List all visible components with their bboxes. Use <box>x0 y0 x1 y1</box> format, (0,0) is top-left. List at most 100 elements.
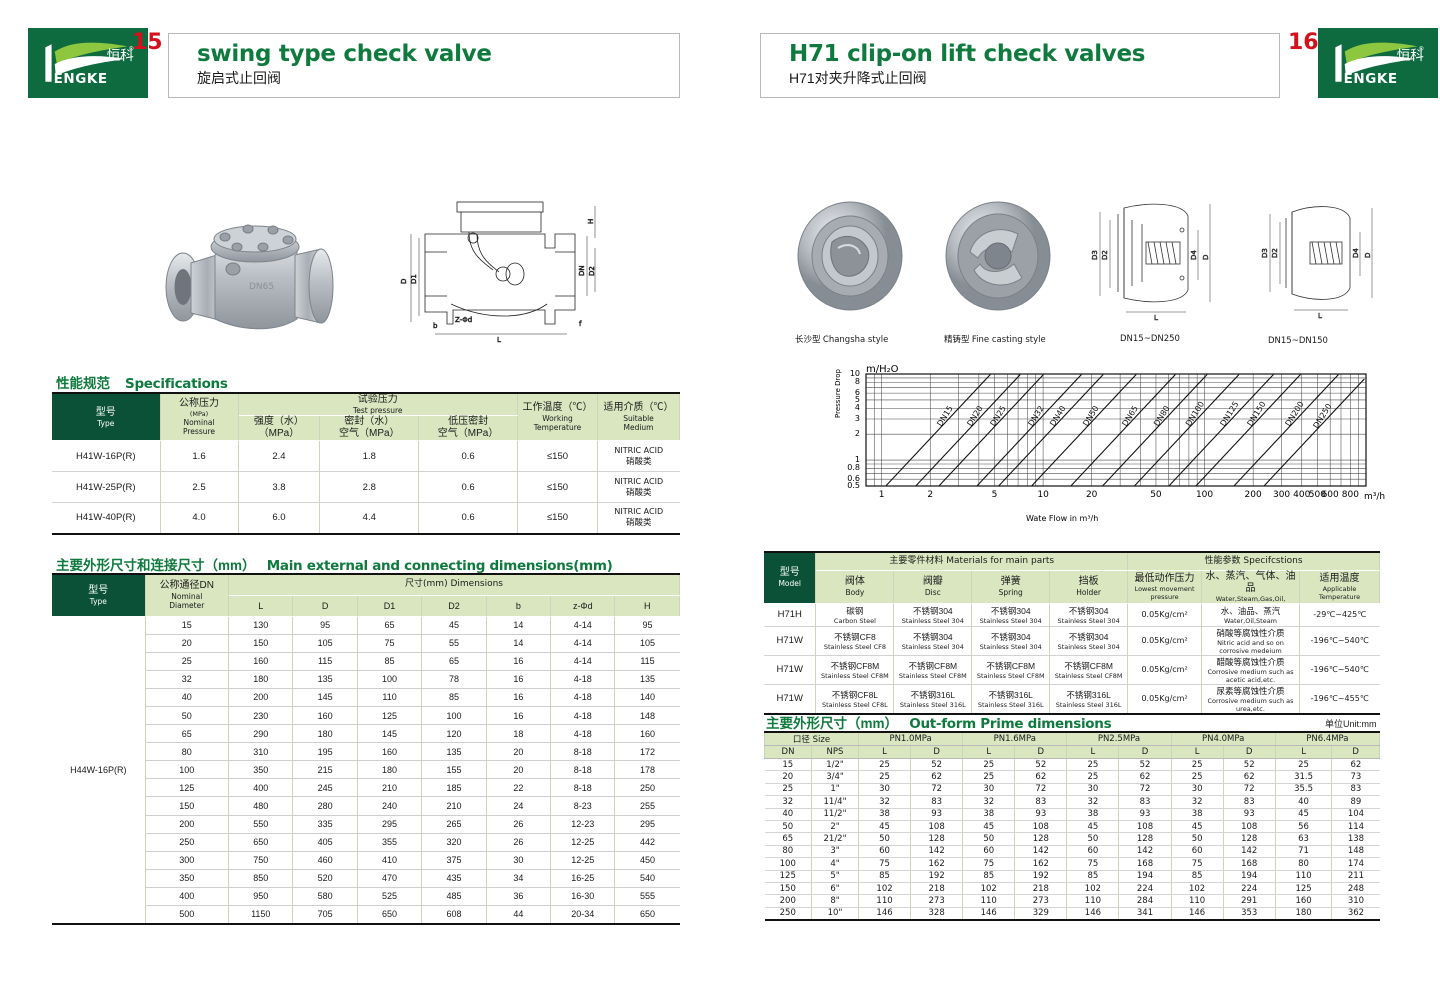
chart-x-tick: 10 <box>1037 490 1049 500</box>
cell-l-pn4: 35.5 <box>1274 783 1333 797</box>
cell-dn: 150 <box>144 796 230 816</box>
page-title-en-left: swing type check valve <box>197 41 492 67</box>
table-subheader-row: L D D1 D2 b z-Φd H <box>52 595 680 617</box>
col-suitable-medium: 适用介质（℃） Suitable Medium <box>597 393 680 441</box>
svg-text:b: b <box>433 322 438 330</box>
cell-b: 24 <box>485 796 552 816</box>
cell-d-pn0: 273 <box>910 894 964 908</box>
chart-y-tick: 1 <box>854 455 860 465</box>
svg-text:D2: D2 <box>588 266 596 276</box>
swing-check-valve-photo: DN65 <box>145 195 360 345</box>
col-l-pn2: L <box>1066 745 1120 759</box>
table-row: 200 550 335 295 265 26 12-23 295 <box>52 815 680 834</box>
col-l-pn4: L <box>1274 745 1333 759</box>
cell-d-pn1: 192 <box>1014 870 1068 883</box>
cell-l-pn4: 71 <box>1274 845 1333 859</box>
cell-d: 520 <box>292 869 358 888</box>
cell-l-pn1: 50 <box>962 832 1016 846</box>
col-working-temp: 工作温度（℃） Working Temperature <box>517 393 598 441</box>
cell-d: 95 <box>292 616 358 635</box>
cell-b: 20 <box>485 760 552 780</box>
cell-d-pn4: 62 <box>1331 757 1380 772</box>
caption-fine-casting: 精铸型 Fine casting style <box>944 334 1046 345</box>
cell-l-pn2: 32 <box>1066 795 1120 809</box>
cell-d: 145 <box>292 688 358 707</box>
cell-holder: 不锈钢304 Stainless Steel 304 <box>1049 626 1129 656</box>
cell-nps: 5" <box>811 870 859 883</box>
svg-text:D3: D3 <box>1261 248 1269 258</box>
cell-dn: 25 <box>764 783 812 797</box>
cell-d: 115 <box>292 652 358 671</box>
chart-x-tick: 400 <box>1293 490 1311 500</box>
col-seal: 密封（水） 空气（MPa） <box>319 415 420 441</box>
cell-d1: 210 <box>356 778 423 798</box>
cell-d: 160 <box>292 706 358 726</box>
cell-dn: 200 <box>764 894 812 908</box>
chart-x-tick: 500 <box>1308 490 1326 500</box>
col-materials-group: 主要零件材料 Materials for main parts <box>815 552 1129 571</box>
cell-zd: 12-23 <box>550 815 616 834</box>
svg-text:恒科: 恒科 <box>1397 48 1425 64</box>
cell-l: 310 <box>228 742 294 762</box>
cell-media: 水、油品、蒸汽 Water,Oil,Steam <box>1201 603 1300 627</box>
cell-d-pn1: 128 <box>1014 832 1068 846</box>
outform-title-cn: 主要外形尺寸（mm） <box>766 716 899 731</box>
page-number-right: 16 <box>1288 30 1319 55</box>
cell-l: 180 <box>228 670 294 689</box>
cell-dn: 40 <box>144 688 230 707</box>
cell-l-pn4: 125 <box>1274 882 1333 896</box>
cell-d-pn0: 93 <box>910 808 964 821</box>
cell-l-pn0: 146 <box>857 907 912 921</box>
cell-d1: 110 <box>356 688 423 707</box>
cell-lowest-pressure: 0.05Kg/cm² <box>1127 603 1203 627</box>
cell-l-pn2: 110 <box>1066 894 1120 908</box>
cell-b: 16 <box>485 670 552 689</box>
cell-l-pn3: 50 <box>1170 832 1224 846</box>
cell-d1: 145 <box>356 724 423 744</box>
svg-text:L: L <box>1318 312 1322 320</box>
cell-b: 22 <box>485 778 552 798</box>
svg-text:D3: D3 <box>1091 250 1099 260</box>
title-block-left: swing type check valve 旋启式止回阀 <box>168 33 680 98</box>
cell-d1: 410 <box>356 851 423 870</box>
col-d2: D2 <box>421 595 487 617</box>
table-row: 350 850 520 470 435 34 16-25 540 <box>52 869 680 888</box>
spec-title-en: Specifications <box>125 376 228 392</box>
cell-d2: 435 <box>421 869 487 888</box>
cell-d-pn4: 248 <box>1331 882 1380 896</box>
table-row: 250 10" 146 328 146 329 146 341 146 353 180 362 <box>764 907 1380 921</box>
cell-d-pn4: 114 <box>1331 820 1380 834</box>
cell-d-pn3: 291 <box>1222 894 1276 908</box>
cell-l: 650 <box>228 833 294 852</box>
col-disc: 阀瓣 Disc <box>893 570 973 604</box>
col-dimensions-group: 尺寸(mm) Dimensions <box>228 574 680 596</box>
cell-d: 580 <box>292 887 358 907</box>
cell-nps: 6" <box>811 882 859 896</box>
cell-d-pn3: 83 <box>1222 795 1276 809</box>
col-spring: 弹簧 Spring <box>971 570 1051 604</box>
cell-d-pn2: 128 <box>1118 832 1172 846</box>
changsha-style-valve-photo <box>792 192 912 320</box>
cell-dn: 400 <box>144 887 230 907</box>
table-row: 500 1150 705 650 608 44 20-34 650 <box>52 905 680 925</box>
cell-d-pn0: 62 <box>910 770 964 784</box>
table-row: 20 3/4" 25 62 25 62 25 62 25 62 31.5 73 <box>764 770 1380 784</box>
cell-disc: 不锈钢304 Stainless Steel 304 <box>893 626 973 656</box>
cell-zd: 8-18 <box>550 778 616 798</box>
cell-nps: 1/2" <box>811 757 859 772</box>
cell-d-pn2: 62 <box>1118 770 1172 784</box>
cell-l-pn3: 38 <box>1170 808 1224 821</box>
cell-b: 16 <box>485 688 552 707</box>
cell-d: 180 <box>292 724 358 744</box>
cell-dn: 50 <box>764 820 812 834</box>
cell-h: 540 <box>614 869 680 888</box>
cell-lowest-pressure: 0.05Kg/cm² <box>1127 626 1203 656</box>
chart-series-label-dn200: DN200 <box>1283 400 1305 428</box>
caption-dn15-dn150: DN15~DN150 <box>1268 336 1328 346</box>
cell-low-seal: 0.6 <box>418 502 518 534</box>
col-applicable-temp: 适用温度 Applicable Temperature <box>1298 570 1381 604</box>
cell-l-pn0: 60 <box>857 845 912 859</box>
page-title-cn-left: 旋启式止回阀 <box>197 70 281 86</box>
cell-d1: 65 <box>356 616 423 635</box>
cell-l: 130 <box>228 616 294 635</box>
